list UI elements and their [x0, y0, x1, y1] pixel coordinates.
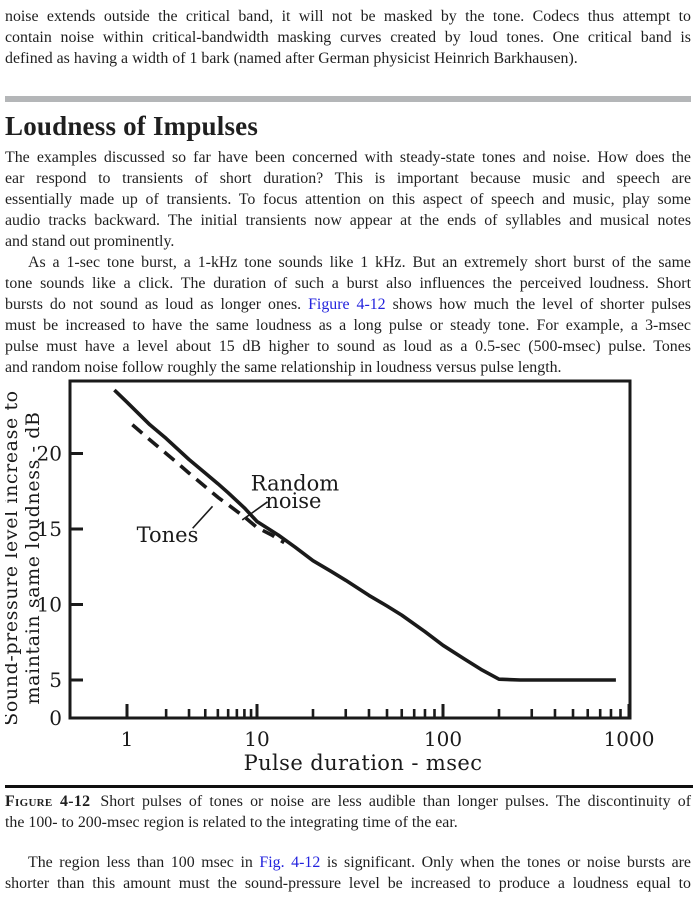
annotation-tones: Tones — [137, 505, 214, 547]
svg-text:15: 15 — [37, 517, 62, 541]
text-line: noise extends outside the critical band,… — [5, 6, 691, 27]
text-segment: and stand out prominently. — [5, 233, 175, 250]
text-segment: the 100- to 200-msec region is related t… — [5, 814, 458, 831]
plot-border — [68, 379, 632, 720]
svg-text:Pulse duration - msec: Pulse duration - msec — [244, 751, 483, 775]
text-segment: defined as having a width of 1 bark (nam… — [5, 50, 578, 67]
svg-text:noise: noise — [265, 489, 321, 513]
svg-text:10: 10 — [244, 727, 269, 751]
text-line: contain noise within critical-bandwidth … — [5, 27, 691, 48]
svg-text:100: 100 — [424, 727, 462, 751]
figure-caption: Figure 4-12 Short pulses of tones or nois… — [5, 791, 691, 833]
text-segment: The examples discussed so far have been … — [5, 149, 691, 166]
figure-4-12: 0 5 10 15 20 Sound-pressure level increase to… — [0, 378, 691, 781]
text-segment: and random noise follow roughly the same… — [5, 359, 562, 376]
body-paragraph-1: The examples discussed so far have been … — [5, 147, 691, 252]
figure-link[interactable]: Fig. 4-12 — [259, 854, 321, 871]
text-line: tone sounds like a click. The duration o… — [5, 273, 691, 294]
annotation-random: Random — [251, 472, 339, 496]
text-segment: The region less than 100 msec in — [28, 854, 260, 871]
text-segment: ear respond to transients of short durat… — [5, 170, 691, 187]
text-line: pulse must have a level about 15 dB high… — [5, 336, 691, 357]
svg-text:20: 20 — [37, 442, 62, 466]
text-segment: shows how much the level of shorter puls… — [385, 296, 691, 313]
text-line: shorter than this amount must the sound-… — [5, 873, 691, 894]
figure-link[interactable]: Figure 4-12 — [308, 296, 386, 313]
text-segment: bursts do not sound as loud as longer on… — [5, 296, 309, 313]
section-heading: Loudness of Impulses — [5, 111, 259, 141]
text-line: bursts do not sound as loud as longer on… — [5, 294, 691, 315]
text-line: Figure 4-12 Short pulses of tones or nois… — [5, 791, 691, 812]
figure-chart: 0 5 10 15 20 Sound-pressure level increase to… — [0, 379, 655, 775]
svg-text:0: 0 — [49, 706, 62, 730]
text-segment: audio tracks backward. The initial trans… — [5, 212, 691, 229]
text-line: As a 1-sec tone burst, a 1-kHz tone soun… — [5, 252, 691, 273]
body-paragraph-3: The region less than 100 msec in Fig. 4-… — [5, 852, 691, 894]
text-segment: must be increased to have the same loudn… — [5, 317, 691, 334]
text-segment: noise extends outside the critical band,… — [5, 8, 691, 25]
text-line: and random noise follow roughly the same… — [5, 357, 691, 378]
text-line: The region less than 100 msec in Fig. 4-… — [5, 852, 691, 873]
text-line: the 100- to 200-msec region is related t… — [5, 812, 691, 833]
text-segment: shorter than this amount must the sound-… — [5, 875, 691, 892]
series-random-noise — [113, 388, 616, 682]
annotation-noise: noise — [241, 489, 321, 521]
text-segment: tone sounds like a click. The duration o… — [5, 275, 691, 292]
svg-text:1000: 1000 — [604, 727, 655, 751]
svg-text:Sound-pressure level increase: Sound-pressure level increase to — [5, 390, 22, 725]
text-line: The examples discussed so far have been … — [5, 147, 691, 168]
text-segment: pulse must have a level about 15 dB high… — [5, 338, 691, 355]
text-line: essentially made up of transients. To fo… — [5, 189, 691, 210]
svg-text:Tones: Tones — [137, 523, 199, 547]
text-line: audio tracks backward. The initial trans… — [5, 210, 691, 231]
svg-text:Random: Random — [251, 472, 339, 496]
caption-rule — [5, 785, 693, 788]
text-segment: is significant. Only when the tones or n… — [320, 854, 691, 871]
intro-paragraph: noise extends outside the critical band,… — [5, 6, 691, 69]
text-segment: As a 1-sec tone burst, a 1-kHz tone soun… — [28, 254, 691, 271]
svg-text:5: 5 — [49, 668, 62, 692]
text-line: ear respond to transients of short durat… — [5, 168, 691, 189]
svg-text:maintain same loudness - dB: maintain same loudness - dB — [22, 411, 44, 704]
x-axis: 1 10 100 1000 Pulse duration - msec — [121, 704, 655, 775]
y-axis: 0 5 10 15 20 Sound-pressure level increase to… — [0, 390, 83, 730]
svg-text:1: 1 — [121, 727, 134, 751]
section-divider — [5, 96, 691, 102]
body-paragraph-2: As a 1-sec tone burst, a 1-kHz tone soun… — [5, 252, 691, 378]
svg-text:10: 10 — [37, 593, 62, 617]
caption-label: Figure 4-12 — [5, 793, 91, 810]
text-segment: essentially made up of transients. To fo… — [5, 191, 691, 208]
text-segment: Short pulses of tones or noise are less … — [100, 793, 692, 810]
text-line: defined as having a width of 1 bark (nam… — [5, 48, 691, 69]
text-line: and stand out prominently. — [5, 231, 691, 252]
text-segment: contain noise within critical-bandwidth … — [5, 29, 691, 46]
text-line: must be increased to have the same loudn… — [5, 315, 691, 336]
